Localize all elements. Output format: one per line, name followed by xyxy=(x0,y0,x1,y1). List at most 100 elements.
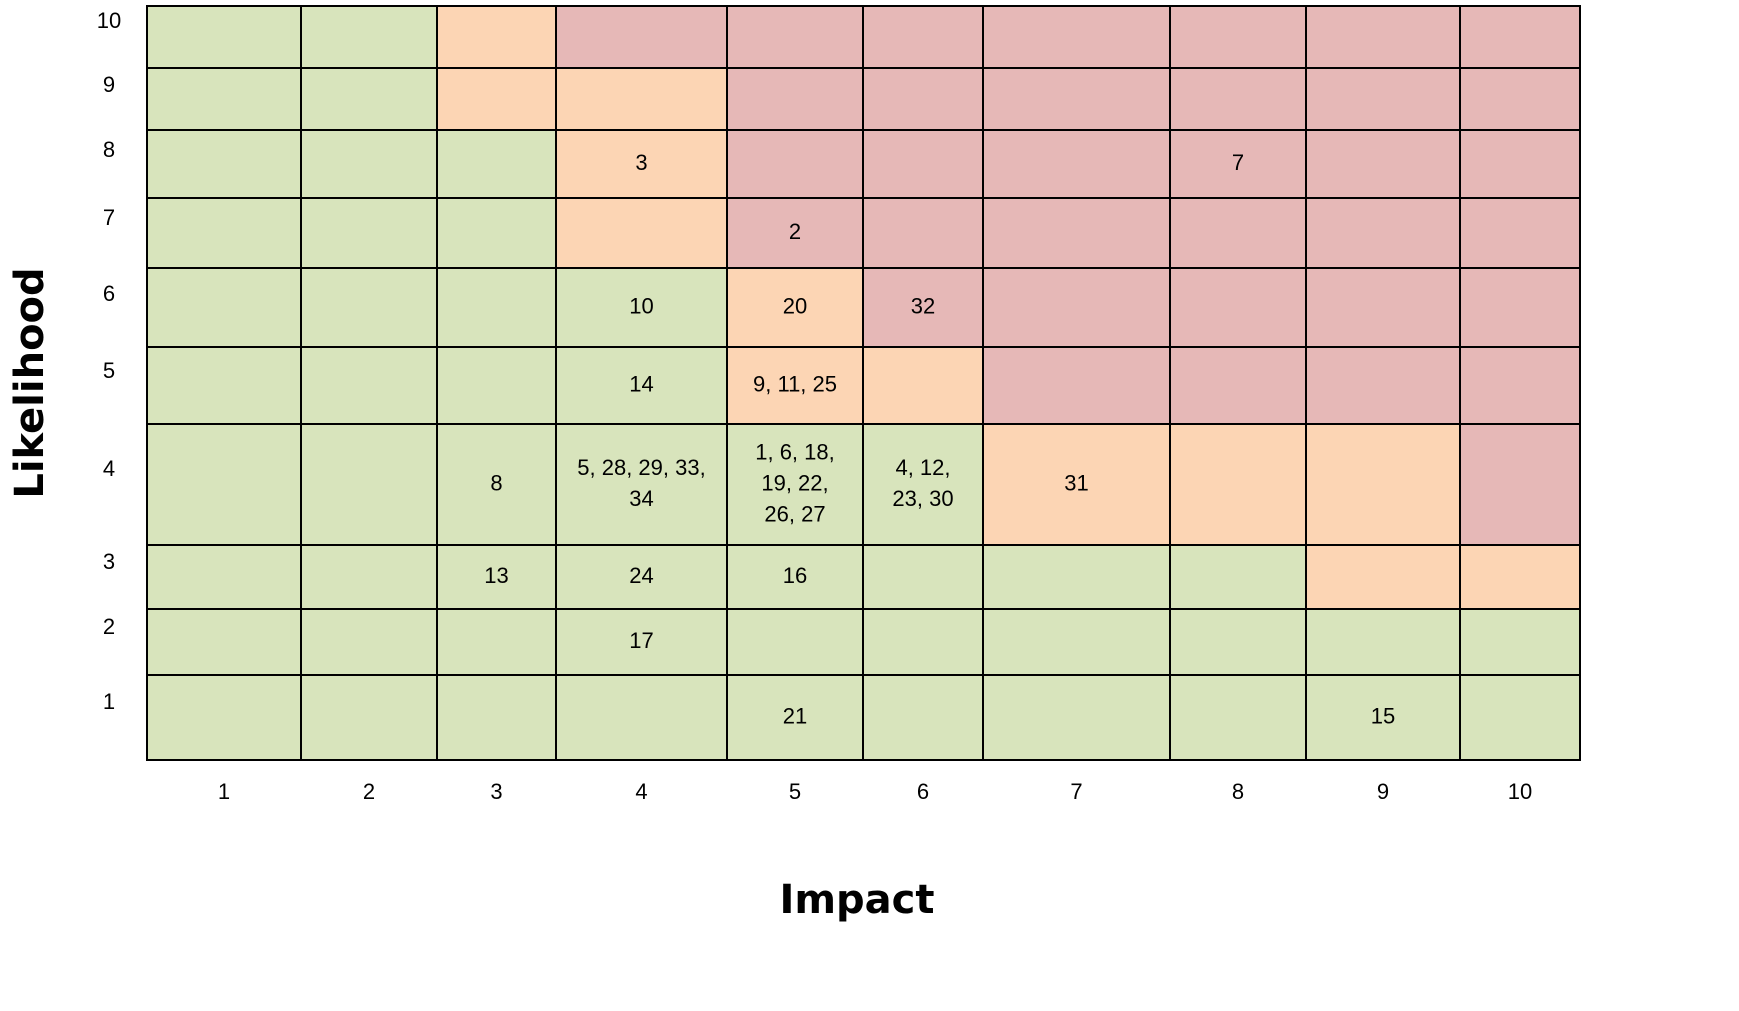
matrix-cell-l4-i4 xyxy=(555,423,728,546)
matrix-cell-l3-i1 xyxy=(146,544,302,610)
matrix-cell-l8-i7 xyxy=(982,129,1171,199)
matrix-cell-l1-i5 xyxy=(726,674,864,761)
matrix-cell-l3-i3 xyxy=(436,544,557,610)
x-tick-3: 3 xyxy=(490,779,502,804)
matrix-cell-l6-i6 xyxy=(862,267,984,348)
matrix-cell-l1-i9 xyxy=(1305,674,1461,761)
matrix-cell-l5-i3 xyxy=(436,346,557,425)
matrix-cell-l4-i9 xyxy=(1305,423,1461,546)
matrix-cell-l5-i8 xyxy=(1169,346,1307,425)
matrix-cell-l9-i3 xyxy=(436,67,557,131)
cell-label-l3-i4: 24 xyxy=(629,563,653,588)
matrix-cell-l9-i10 xyxy=(1459,67,1581,131)
x-tick-10: 10 xyxy=(1508,779,1532,804)
matrix-cell-l10-i7 xyxy=(982,5,1171,69)
cell-label-l6-i6: 32 xyxy=(911,293,935,318)
matrix-cell-l2-i8 xyxy=(1169,608,1307,676)
matrix-cell-l4-i8 xyxy=(1169,423,1307,546)
cell-label-l3-i5: 16 xyxy=(783,563,807,588)
cell-label-l1-i5: 21 xyxy=(783,703,807,728)
matrix-cell-l1-i8 xyxy=(1169,674,1307,761)
matrix-cell-l7-i10 xyxy=(1459,197,1581,269)
x-tick-8: 8 xyxy=(1232,779,1244,804)
matrix-cell-l9-i1 xyxy=(146,67,302,131)
matrix-cell-l9-i6 xyxy=(862,67,984,131)
matrix-cell-l3-i5 xyxy=(726,544,864,610)
matrix-cell-l6-i9 xyxy=(1305,267,1461,348)
matrix-cell-l1-i1 xyxy=(146,674,302,761)
matrix-cell-l2-i9 xyxy=(1305,608,1461,676)
matrix-cell-l4-i10 xyxy=(1459,423,1581,546)
matrix-cell-l9-i2 xyxy=(300,67,438,131)
matrix-cell-l4-i5 xyxy=(726,423,864,546)
y-axis-ticks: 10 9 8 7 6 5 4 3 2 1 xyxy=(97,8,121,714)
y-tick-6: 6 xyxy=(103,281,115,306)
matrix-cell-l9-i7 xyxy=(982,67,1171,131)
matrix-cell-l10-i6 xyxy=(862,5,984,69)
x-tick-7: 7 xyxy=(1070,779,1082,804)
y-tick-5: 5 xyxy=(103,358,115,383)
matrix-cell-l7-i1 xyxy=(146,197,302,269)
x-tick-6: 6 xyxy=(917,779,929,804)
matrix-cell-l10-i5 xyxy=(726,5,864,69)
cell-label-l3-i3: 13 xyxy=(484,563,508,588)
cell-label-l2-i4: 17 xyxy=(629,628,653,653)
matrix-cell-l10-i8 xyxy=(1169,5,1307,69)
matrix-cell-l5-i10 xyxy=(1459,346,1581,425)
matrix-cell-l7-i6 xyxy=(862,197,984,269)
matrix-cell-l8-i3 xyxy=(436,129,557,199)
matrix-cell-l2-i6 xyxy=(862,608,984,676)
matrix-cell-l10-i2 xyxy=(300,5,438,69)
cell-label-l4-i3: 8 xyxy=(490,470,502,495)
matrix-cell-l2-i5 xyxy=(726,608,864,676)
cell-label-l5-i4: 14 xyxy=(629,371,653,396)
matrix-cell-l9-i9 xyxy=(1305,67,1461,131)
matrix-cell-l4-i6 xyxy=(862,423,984,546)
cell-label-l7-i5: 2 xyxy=(789,219,801,244)
matrix-cell-l7-i8 xyxy=(1169,197,1307,269)
matrix-cell-l7-i7 xyxy=(982,197,1171,269)
matrix-cell-l5-i7 xyxy=(982,346,1171,425)
matrix-cell-l7-i3 xyxy=(436,197,557,269)
cell-label-l4-i6: 4, 12, 23, 30 xyxy=(892,455,953,511)
matrix-cell-l5-i5 xyxy=(726,346,864,425)
matrix-cell-l10-i3 xyxy=(436,5,557,69)
x-tick-9: 9 xyxy=(1377,779,1389,804)
x-axis-title: Impact xyxy=(779,877,934,923)
matrix-cell-l1-i7 xyxy=(982,674,1171,761)
matrix-cell-l1-i10 xyxy=(1459,674,1581,761)
matrix-cell-l8-i2 xyxy=(300,129,438,199)
matrix-cell-l1-i3 xyxy=(436,674,557,761)
matrix-cell-l5-i9 xyxy=(1305,346,1461,425)
cell-label-l1-i9: 15 xyxy=(1371,703,1395,728)
matrix-cell-l1-i2 xyxy=(300,674,438,761)
cell-label-l4-i7: 31 xyxy=(1064,470,1088,495)
matrix-cell-l3-i9 xyxy=(1305,544,1461,610)
x-tick-1: 1 xyxy=(218,779,230,804)
matrix-cell-l3-i7 xyxy=(982,544,1171,610)
cell-label-l5-i5: 9, 11, 25 xyxy=(753,371,837,396)
matrix-cell-l8-i6 xyxy=(862,129,984,199)
matrix-cell-l6-i2 xyxy=(300,267,438,348)
y-tick-9: 9 xyxy=(103,72,115,97)
matrix-cell-l6-i10 xyxy=(1459,267,1581,348)
matrix-cell-l8-i1 xyxy=(146,129,302,199)
matrix-cell-l9-i8 xyxy=(1169,67,1307,131)
matrix-cell-l9-i5 xyxy=(726,67,864,131)
matrix-cell-l7-i9 xyxy=(1305,197,1461,269)
cell-label-l8-i4: 3 xyxy=(635,150,647,175)
matrix-cell-l7-i5 xyxy=(726,197,864,269)
matrix-cell-l3-i8 xyxy=(1169,544,1307,610)
x-tick-5: 5 xyxy=(789,779,801,804)
matrix-cell-l6-i8 xyxy=(1169,267,1307,348)
cell-label-l6-i4: 10 xyxy=(629,293,653,318)
cell-label-l4-i5: 1, 6, 18, 19, 22, 26, 27 xyxy=(755,439,835,526)
matrix-cell-l10-i4 xyxy=(555,5,728,69)
matrix-cell-l3-i6 xyxy=(862,544,984,610)
matrix-cell-l2-i7 xyxy=(982,608,1171,676)
matrix-cell-l10-i1 xyxy=(146,5,302,69)
y-tick-4: 4 xyxy=(103,456,115,481)
matrix-cell-l7-i4 xyxy=(555,197,728,269)
matrix-cell-l2-i3 xyxy=(436,608,557,676)
